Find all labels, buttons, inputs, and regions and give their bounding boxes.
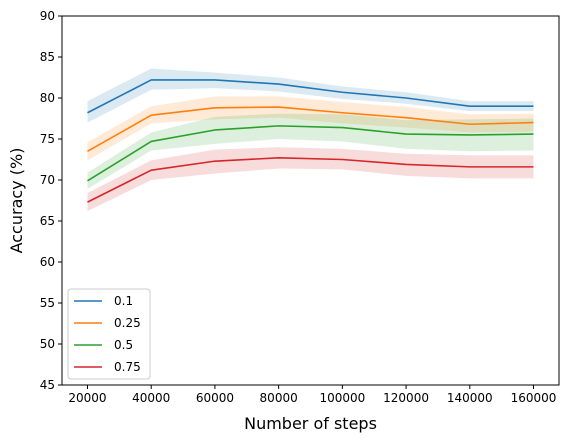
y-tick-label: 80 (40, 91, 55, 105)
x-tick-label: 80000 (260, 391, 298, 405)
x-tick-label: 20000 (68, 391, 106, 405)
y-tick-label: 70 (40, 173, 55, 187)
series-lines (87, 79, 534, 203)
line-series-3 (87, 125, 534, 182)
confidence-bands (87, 68, 534, 212)
legend-label: 0.5 (114, 338, 133, 352)
band-series-1 (87, 68, 534, 123)
plot-frame (61, 15, 560, 386)
y-axis-ticks: 45 50 55 60 65 70 75 80 85 90 (40, 9, 62, 392)
legend-box (67, 288, 151, 380)
x-tick-label: 140000 (447, 391, 493, 405)
band-series-4 (87, 147, 534, 212)
line-series-2 (87, 106, 534, 152)
y-tick-label: 75 (40, 132, 55, 146)
x-axis-ticks: 20000 40000 60000 80000 100000 120000 140000 16… (68, 385, 556, 405)
band-series-2 (87, 96, 534, 161)
y-tick-label: 55 (40, 296, 55, 310)
y-tick-label: 45 (40, 378, 55, 392)
legend: 0.1 0.25 0.5 0.75 (67, 288, 151, 380)
y-tick-label: 90 (40, 9, 55, 23)
line-series-4 (87, 157, 534, 203)
x-tick-label: 40000 (132, 391, 170, 405)
y-tick-label: 65 (40, 214, 55, 228)
x-tick-label: 160000 (511, 391, 557, 405)
y-tick-label: 85 (40, 50, 55, 64)
line-series-1 (87, 79, 534, 114)
y-tick-label: 60 (40, 255, 55, 269)
x-axis-label: Number of steps (244, 414, 377, 433)
legend-label: 0.75 (114, 360, 141, 374)
y-axis-label: Accuracy (%) (7, 148, 26, 254)
y-tick-label: 50 (40, 337, 55, 351)
legend-label: 0.25 (114, 316, 141, 330)
x-tick-label: 100000 (319, 391, 365, 405)
x-tick-label: 120000 (383, 391, 429, 405)
x-tick-label: 60000 (196, 391, 234, 405)
legend-label: 0.1 (114, 294, 133, 308)
